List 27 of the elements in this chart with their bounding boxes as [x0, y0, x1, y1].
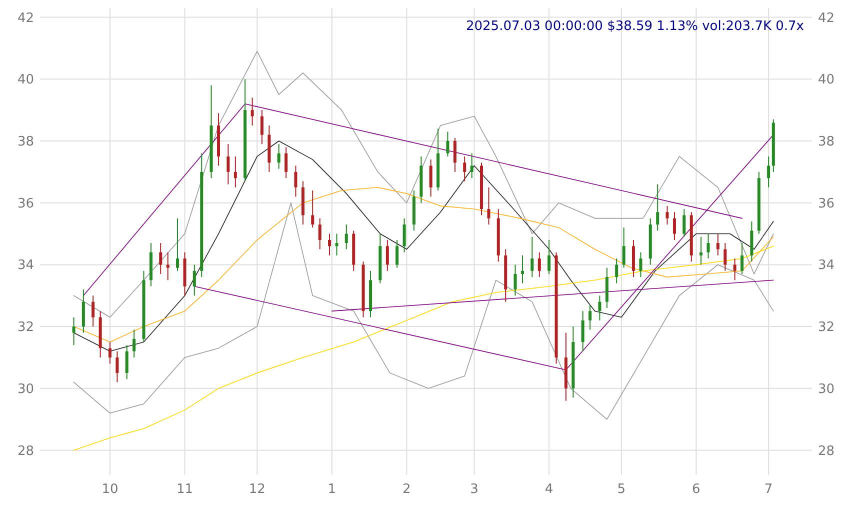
y2-tick-label: 40	[818, 72, 835, 88]
x-tick-label: 2	[402, 482, 411, 497]
y-tick-label: 40	[17, 72, 34, 88]
y2-tick-label: 36	[818, 196, 835, 212]
x-tick-label: 3	[470, 482, 478, 497]
y-tick-label: 28	[17, 444, 34, 459]
text: 2025.07.03 00:00:00 $38.59 1.13% vol:203.7K 0.7x	[466, 19, 804, 34]
y-tick-label: 36	[17, 196, 34, 212]
y2-tick-label: 38	[818, 134, 835, 150]
x-tick-label: 11	[176, 482, 194, 497]
x-tick-label: 6	[692, 482, 700, 497]
y2-tick-label: 32	[818, 320, 835, 336]
y2-tick-label: 30	[818, 382, 835, 397]
x-tick-label: 7	[764, 482, 773, 497]
x-tick-label: 1	[328, 482, 336, 497]
y2-tick-label: 42	[818, 10, 835, 26]
x-tick-label: 12	[248, 482, 266, 497]
y2-tick-label: 28	[818, 444, 835, 459]
y-tick-label: 30	[17, 382, 34, 397]
y-tick-label: 38	[17, 134, 34, 150]
x-tick-label: 5	[617, 482, 626, 497]
y-tick-label: 42	[17, 10, 34, 26]
y2-tick-label: 34	[818, 258, 835, 274]
x-tick-label: 4	[544, 482, 554, 497]
y-tick-label: 34	[17, 258, 34, 274]
x-tick-label: 10	[102, 482, 118, 497]
y-tick-label: 32	[17, 320, 34, 336]
